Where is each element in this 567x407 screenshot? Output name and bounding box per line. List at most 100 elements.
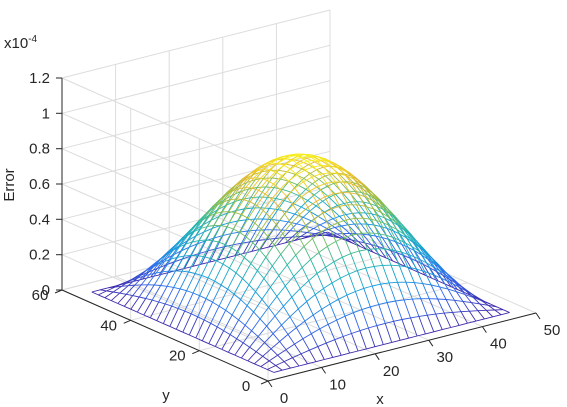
surface-mesh-segment [179, 235, 189, 248]
surface-mesh-segment [382, 265, 390, 284]
surface-mesh-segment [358, 193, 368, 198]
surface-mesh-segment [299, 157, 307, 162]
surface-mesh-segment [253, 169, 263, 179]
surface-mesh-segment [184, 255, 192, 269]
surface-mesh-segment [305, 166, 314, 171]
surface-mesh-segment [460, 311, 468, 324]
surface-mesh-segment [313, 189, 321, 196]
surface-mesh-segment [234, 354, 242, 359]
surface-mesh-segment [166, 270, 176, 287]
surface-mesh-segment [298, 160, 308, 165]
surface-mesh-segment [185, 231, 195, 245]
surface-mesh-segment [312, 314, 321, 330]
surface-mesh-segment [264, 342, 272, 350]
surface-mesh-segment [176, 328, 183, 333]
surface-mesh-segment [443, 273, 451, 283]
surface-mesh-segment [213, 211, 223, 226]
surface-mesh-segment [243, 197, 252, 210]
surface-mesh-segment [290, 163, 300, 170]
surface-mesh-segment [381, 212, 391, 219]
surface-mesh-segment [251, 330, 259, 337]
surface-mesh-segment [329, 303, 338, 321]
surface-mesh-segment [327, 241, 337, 247]
surface-mesh-segment [220, 225, 227, 228]
surface-mesh-segment [277, 158, 287, 164]
surface-mesh-segment [237, 219, 247, 222]
surface-mesh-segment [494, 309, 502, 316]
surface-mesh-segment [487, 304, 495, 311]
surface-mesh-segment [274, 315, 282, 326]
surface-mesh-segment [226, 226, 234, 230]
surface-mesh-segment [335, 241, 343, 258]
surface-mesh-segment [334, 336, 344, 341]
surface-mesh-segment [136, 298, 147, 313]
surface-mesh-segment [218, 257, 227, 261]
surface-mesh-segment [384, 217, 392, 222]
surface-mesh-segment [277, 200, 285, 210]
surface-mesh-segment [207, 237, 215, 252]
surface-mesh-segment [257, 336, 265, 343]
surface-mesh-segment [327, 319, 337, 325]
surface-mesh-segment [233, 228, 241, 233]
surface-mesh-segment [284, 276, 295, 287]
surface-mesh-segment [178, 236, 186, 247]
surface-mesh-segment [267, 236, 275, 246]
surface-mesh-segment [233, 278, 243, 295]
surface-mesh-segment [127, 278, 137, 287]
surface-mesh-segment [399, 233, 409, 248]
surface-mesh-segment [286, 254, 297, 266]
surface-mesh-segment [179, 288, 187, 292]
surface-mesh-segment [321, 160, 331, 167]
surface-mesh-segment [413, 241, 423, 249]
surface-mesh-segment [325, 173, 332, 177]
surface-mesh-segment [225, 309, 233, 316]
surface-mesh-segment [222, 263, 230, 269]
surface-mesh-segment [162, 258, 172, 273]
surface-mesh-segment [286, 195, 294, 205]
surface-mesh-segment [437, 298, 447, 300]
surface-mesh-segment [410, 317, 418, 337]
surface-mesh-segment [224, 228, 234, 245]
surface-mesh-segment [272, 324, 282, 335]
surface-mesh-segment [276, 285, 286, 297]
grid-line-back-wall-z [61, 150, 331, 220]
surface-mesh-segment [296, 169, 306, 175]
surface-mesh-segment [310, 259, 318, 274]
surface-mesh-segment [221, 199, 232, 213]
surface-mesh-segment [257, 325, 267, 337]
surface-mesh-segment [353, 178, 361, 188]
surface-mesh-segment [216, 310, 227, 328]
surface-mesh-segment [211, 240, 219, 243]
surface-mesh-segment [347, 171, 355, 180]
surface-mesh-segment [238, 178, 248, 189]
surface-mesh-segment [156, 259, 165, 269]
surface-mesh-segment [216, 244, 226, 262]
surface-mesh-segment [177, 290, 188, 309]
surface-mesh-segment [249, 190, 259, 203]
surface-mesh-segment [223, 195, 233, 201]
grid-line-side-wall-z [61, 77, 269, 170]
surface-mesh-segment [479, 303, 487, 311]
surface-mesh-segment [377, 245, 385, 249]
surface-mesh-segment [295, 245, 305, 256]
surface-mesh-segment [214, 263, 224, 282]
surface-mesh-segment [167, 285, 174, 288]
surface-mesh-segment [299, 206, 309, 215]
surface-mesh-segment [192, 228, 202, 243]
surface-mesh-segment [302, 210, 310, 218]
surface-mesh-segment [242, 342, 250, 348]
surface-mesh-segment [353, 309, 363, 314]
surface-mesh-segment [324, 356, 333, 360]
surface-mesh-segment [361, 309, 369, 329]
surface-mesh-segment [218, 241, 226, 245]
surface-mesh-segment [299, 214, 307, 227]
surface-mesh-segment [304, 320, 312, 334]
surface-mesh-segment [477, 310, 485, 320]
surface-mesh-segment [249, 346, 257, 353]
surface-mesh-segment [172, 239, 182, 251]
surface-mesh-segment [346, 181, 354, 184]
surface-mesh-segment [413, 282, 422, 299]
surface-mesh-segment [309, 190, 317, 202]
surface-mesh-segment [215, 346, 222, 350]
surface-mesh-segment [299, 280, 310, 289]
